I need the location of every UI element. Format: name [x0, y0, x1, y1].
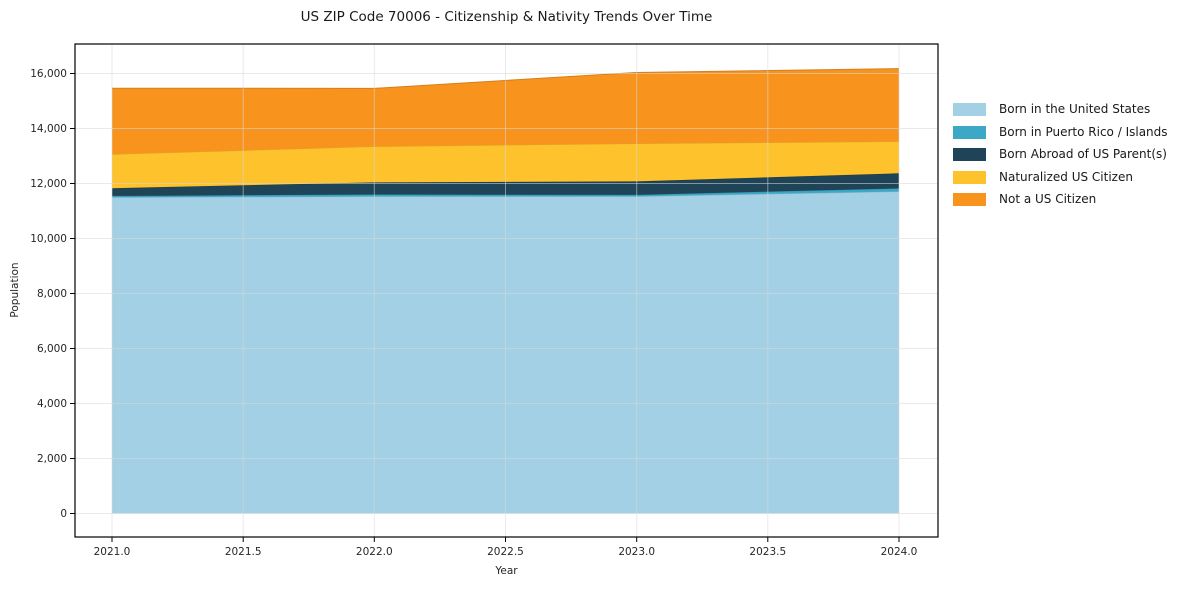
legend: Born in the United States Born in Puerto … [953, 103, 1168, 206]
legend-item-not-a-us-citizen: Not a US Citizen [953, 193, 1168, 206]
legend-swatch-icon [953, 125, 986, 139]
chart-title: US ZIP Code 70006 - Citizenship & Nativi… [300, 9, 713, 25]
y-tick-label: 16,000 [30, 68, 67, 80]
y-tick-label: 14,000 [30, 123, 67, 135]
x-tick-label: 2021.0 [94, 546, 131, 558]
x-tick-label: 2022.0 [356, 546, 393, 558]
legend-item-born-abroad-of-us-parent-s: Born Abroad of US Parent(s) [953, 148, 1168, 161]
legend-swatch-icon [953, 170, 986, 184]
legend-label: Born Abroad of US Parent(s) [999, 147, 1167, 161]
legend-item-born-in-the-united-states: Born in the United States [953, 103, 1168, 116]
y-tick-label: 4,000 [37, 398, 67, 410]
legend-label: Born in the United States [999, 102, 1151, 116]
legend-item-naturalized-us-citizen: Naturalized US Citizen [953, 169, 1168, 184]
x-tick-label: 2023.5 [749, 546, 786, 558]
y-tick-label: 8,000 [37, 288, 67, 300]
axes-frame [74, 43, 939, 538]
x-tick-label: 2021.5 [225, 546, 262, 558]
y-tick-label: 6,000 [37, 343, 67, 355]
legend-label: Naturalized US Citizen [999, 169, 1133, 184]
y-tick-label: 12,000 [30, 178, 67, 190]
y-tick-label: 0 [60, 508, 67, 520]
legend-item-born-in-puerto-rico-islands: Born in Puerto Rico / Islands [953, 124, 1168, 139]
legend-label: Not a US Citizen [999, 192, 1097, 206]
y-tick-label: 10,000 [30, 233, 67, 245]
x-axis-label: Year [495, 565, 518, 577]
x-tick-label: 2023.0 [618, 546, 655, 558]
x-tick-label: 2024.0 [881, 546, 918, 558]
legend-swatch-icon [953, 103, 986, 116]
legend-swatch-icon [953, 193, 986, 206]
legend-label: Born in Puerto Rico / Islands [999, 124, 1168, 139]
y-axis-label: Population [9, 262, 21, 318]
legend-swatch-icon [953, 148, 986, 161]
y-tick-label: 2,000 [37, 453, 67, 465]
x-tick-label: 2022.5 [487, 546, 524, 558]
